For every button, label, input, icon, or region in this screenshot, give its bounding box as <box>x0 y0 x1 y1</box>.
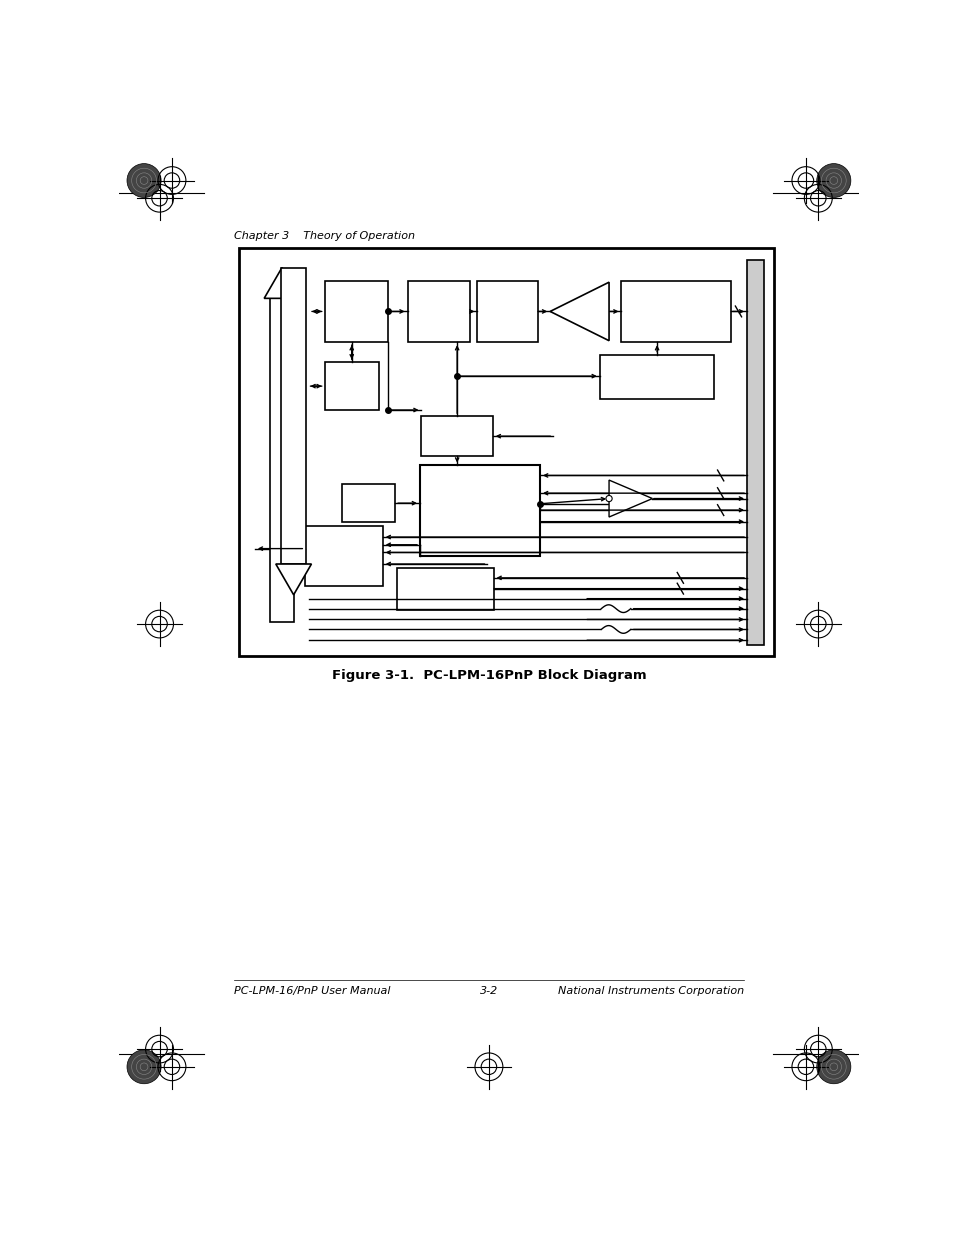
Circle shape <box>127 1050 161 1084</box>
Circle shape <box>605 495 612 501</box>
Polygon shape <box>275 564 311 595</box>
Bar <box>599 354 714 399</box>
Bar <box>239 248 773 656</box>
Text: National Instruments Corporation: National Instruments Corporation <box>558 986 743 995</box>
Bar <box>421 416 493 456</box>
Bar <box>270 299 294 621</box>
Bar <box>620 280 731 342</box>
Circle shape <box>127 163 161 198</box>
Circle shape <box>816 163 850 198</box>
Polygon shape <box>550 282 608 341</box>
Bar <box>419 466 539 556</box>
Bar <box>324 280 388 342</box>
Bar <box>746 259 763 645</box>
Bar <box>476 280 537 342</box>
Bar <box>342 484 395 522</box>
Polygon shape <box>264 268 299 299</box>
Bar <box>396 568 493 610</box>
Bar <box>407 280 469 342</box>
Bar <box>324 362 378 410</box>
Text: PC-LPM-16/PnP User Manual: PC-LPM-16/PnP User Manual <box>233 986 390 995</box>
Circle shape <box>816 1050 850 1084</box>
Polygon shape <box>608 480 652 517</box>
Text: 3-2: 3-2 <box>479 986 497 995</box>
Text: Figure 3-1.  PC-LPM-16PnP Block Diagram: Figure 3-1. PC-LPM-16PnP Block Diagram <box>332 668 645 682</box>
Text: Chapter 3    Theory of Operation: Chapter 3 Theory of Operation <box>233 231 415 241</box>
Bar <box>305 526 382 585</box>
Bar <box>281 268 306 564</box>
